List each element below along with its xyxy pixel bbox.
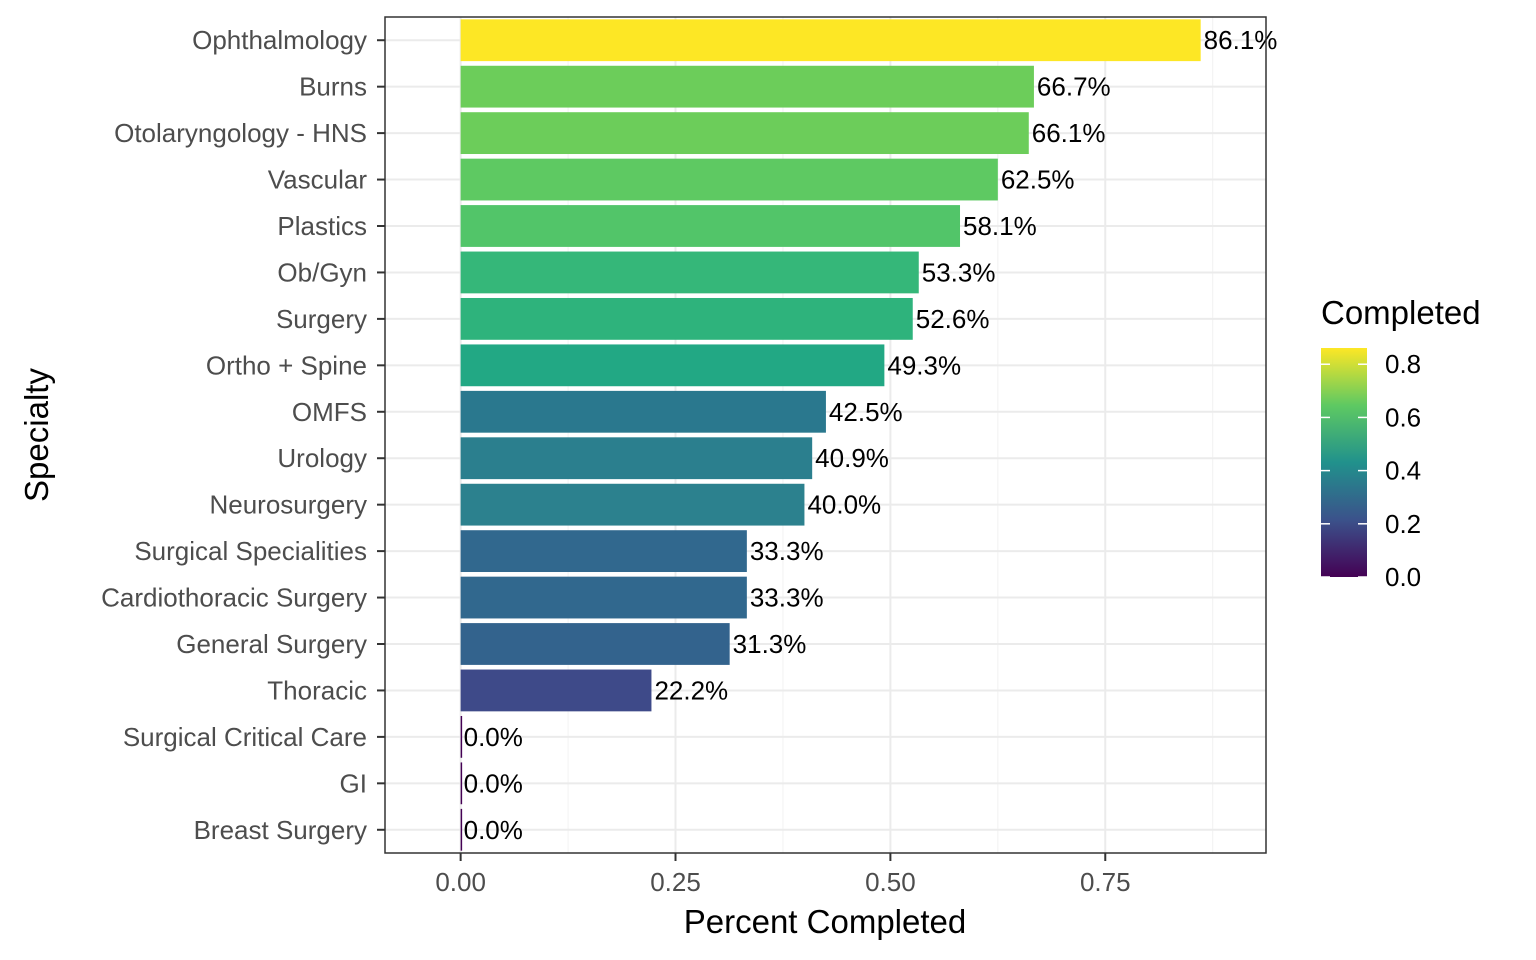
bar	[460, 205, 961, 247]
legend-title: Completed	[1321, 294, 1481, 331]
data-label: 31.3%	[733, 629, 807, 659]
bar	[460, 19, 1201, 62]
y-axis: Ophthalmology Burns Otolaryngology - HNS Va…	[101, 25, 385, 845]
minor-gridlines	[567, 17, 1214, 853]
y-tick-label: Cardiothoracic Surgery	[101, 583, 367, 613]
y-tick-label: Burns	[299, 72, 367, 102]
bar	[460, 65, 1034, 108]
y-tick-label: Surgical Critical Care	[123, 722, 367, 752]
bar	[460, 808, 463, 851]
data-label: 40.0%	[807, 490, 881, 520]
data-label: 42.5%	[829, 397, 903, 427]
bar	[460, 344, 885, 387]
data-label: 58.1%	[963, 211, 1037, 241]
y-tick-label: Neurosurgery	[209, 490, 367, 520]
x-tick-label: 0.00	[435, 867, 486, 897]
data-label: 0.0%	[464, 768, 523, 798]
y-tick-label: Urology	[277, 443, 367, 473]
panel-border	[384, 16, 1267, 854]
data-label: 33.3%	[750, 583, 824, 613]
bar	[460, 669, 652, 712]
data-label: 62.5%	[1001, 165, 1075, 195]
y-tick-label: General Surgery	[176, 629, 367, 659]
bar	[460, 530, 747, 573]
legend-tick-label: 0.8	[1385, 349, 1421, 379]
y-tick-label: Thoracic	[267, 675, 367, 705]
data-label: 22.2%	[654, 675, 728, 705]
bar	[460, 623, 730, 665]
data-label: 0.0%	[464, 722, 523, 752]
bar	[460, 251, 919, 294]
legend: Completed 0.0 0.2 0.4 0.6 0.8	[1321, 294, 1481, 592]
bar	[460, 483, 805, 526]
bar	[460, 390, 826, 433]
bar	[460, 762, 463, 805]
data-label: 86.1%	[1204, 25, 1278, 55]
legend-tick-label: 0.0	[1385, 562, 1421, 592]
legend-colorbar	[1321, 348, 1367, 577]
data-label: 66.1%	[1032, 118, 1106, 148]
legend-tick-label: 0.6	[1385, 402, 1421, 432]
y-tick-label: Ophthalmology	[192, 25, 367, 55]
legend-tick-label: 0.2	[1385, 509, 1421, 539]
y-tick-label: Breast Surgery	[194, 815, 367, 845]
bar	[460, 437, 813, 480]
bar	[460, 576, 747, 619]
data-label: 53.3%	[922, 257, 996, 287]
y-axis-title: Specialty	[18, 368, 55, 502]
x-tick-label: 0.75	[1080, 867, 1131, 897]
y-tick-label: Ortho + Spine	[206, 350, 367, 380]
data-label: 52.6%	[916, 304, 990, 334]
y-tick-label: Surgery	[276, 304, 367, 334]
y-tick-label: Surgical Specialities	[134, 536, 367, 566]
y-tick-label: OMFS	[292, 397, 367, 427]
x-axis-title: Percent Completed	[684, 903, 966, 940]
bar	[460, 112, 1029, 155]
y-tick-label: Plastics	[277, 211, 367, 241]
data-label: 49.3%	[887, 350, 961, 380]
y-tick-label: Otolaryngology - HNS	[114, 118, 367, 148]
x-tick-label: 0.50	[865, 867, 916, 897]
bar	[460, 158, 998, 201]
data-label: 33.3%	[750, 536, 824, 566]
data-label: 40.9%	[815, 443, 889, 473]
bars	[460, 19, 1201, 851]
x-axis: 0.00 0.25 0.50 0.75	[435, 853, 1131, 897]
y-tick-label: Ob/Gyn	[277, 257, 367, 287]
data-labels: 86.1% 66.7% 66.1% 62.5% 58.1% 53.3% 52.6% 49.3%…	[464, 25, 1278, 845]
bar	[460, 715, 463, 758]
x-tick-label: 0.25	[650, 867, 701, 897]
data-label: 0.0%	[464, 815, 523, 845]
legend-ticks: 0.0 0.2 0.4 0.6 0.8	[1321, 349, 1421, 592]
y-tick-label: Vascular	[268, 165, 368, 195]
bar	[460, 297, 913, 340]
data-label: 66.7%	[1037, 72, 1111, 102]
legend-tick-label: 0.4	[1385, 456, 1421, 486]
y-tick-label: GI	[340, 768, 367, 798]
